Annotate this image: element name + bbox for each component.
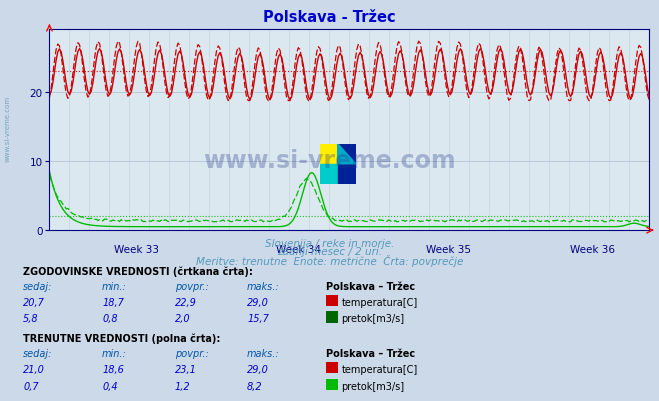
Text: sedaj:: sedaj: [23, 348, 53, 358]
Text: 18,6: 18,6 [102, 364, 124, 374]
Text: Week 33: Week 33 [114, 245, 159, 255]
Text: 0,7: 0,7 [23, 381, 39, 391]
Polygon shape [338, 144, 356, 164]
Text: 0,4: 0,4 [102, 381, 118, 391]
Text: min.:: min.: [102, 348, 127, 358]
Text: www.si-vreme.com: www.si-vreme.com [203, 148, 456, 172]
Text: povpr.:: povpr.: [175, 281, 208, 291]
Text: temperatura[C]: temperatura[C] [341, 298, 418, 307]
Text: Polskava – Tržec: Polskava – Tržec [326, 348, 415, 358]
Text: Week 35: Week 35 [426, 245, 471, 255]
Text: 23,1: 23,1 [175, 364, 196, 374]
Text: pretok[m3/s]: pretok[m3/s] [341, 381, 405, 391]
Text: Polskava - Tržec: Polskava - Tržec [263, 10, 396, 25]
Text: 15,7: 15,7 [247, 314, 269, 324]
Text: TRENUTNE VREDNOSTI (polna črta):: TRENUTNE VREDNOSTI (polna črta): [23, 332, 221, 343]
Text: 29,0: 29,0 [247, 364, 269, 374]
Text: 22,9: 22,9 [175, 298, 196, 307]
Bar [320, 144, 338, 164]
Text: zadnji mesec / 2 uri.: zadnji mesec / 2 uri. [277, 247, 382, 257]
Text: 0,8: 0,8 [102, 314, 118, 324]
Text: maks.:: maks.: [247, 348, 280, 358]
Bar [320, 164, 338, 184]
Text: www.si-vreme.com: www.si-vreme.com [5, 95, 11, 161]
Text: Week 34: Week 34 [276, 245, 321, 255]
Text: 20,7: 20,7 [23, 298, 45, 307]
Text: ZGODOVINSKE VREDNOSTI (črtkana črta):: ZGODOVINSKE VREDNOSTI (črtkana črta): [23, 265, 253, 276]
Text: Polskava – Tržec: Polskava – Tržec [326, 281, 415, 291]
Text: maks.:: maks.: [247, 281, 280, 291]
Text: 1,2: 1,2 [175, 381, 190, 391]
Text: 8,2: 8,2 [247, 381, 263, 391]
Text: 29,0: 29,0 [247, 298, 269, 307]
Bar [338, 144, 356, 184]
Text: 18,7: 18,7 [102, 298, 124, 307]
Text: 5,8: 5,8 [23, 314, 39, 324]
Text: Slovenija / reke in morje.: Slovenija / reke in morje. [265, 239, 394, 249]
Text: 21,0: 21,0 [23, 364, 45, 374]
Text: sedaj:: sedaj: [23, 281, 53, 291]
Text: Week 36: Week 36 [569, 245, 615, 255]
Text: Meritve: trenutne  Enote: metrične  Črta: povprečje: Meritve: trenutne Enote: metrične Črta: … [196, 255, 463, 267]
Text: 2,0: 2,0 [175, 314, 190, 324]
Text: pretok[m3/s]: pretok[m3/s] [341, 314, 405, 324]
Text: min.:: min.: [102, 281, 127, 291]
Text: povpr.:: povpr.: [175, 348, 208, 358]
Text: temperatura[C]: temperatura[C] [341, 364, 418, 374]
